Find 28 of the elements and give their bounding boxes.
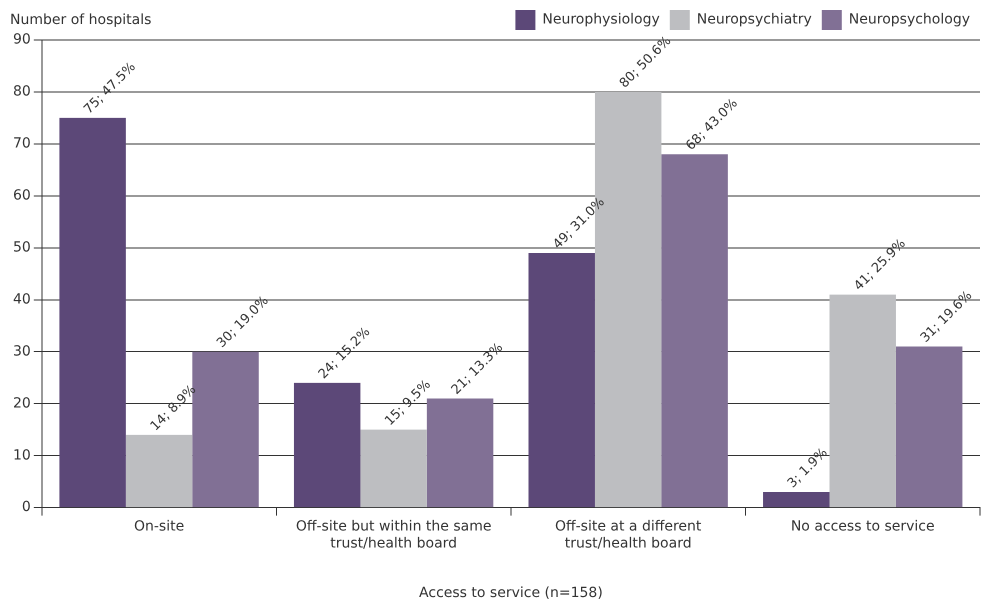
- y-tick-label: 80: [12, 84, 31, 100]
- bar: [126, 434, 192, 508]
- bar: [830, 294, 896, 508]
- legend-label: Neuropsychology: [848, 12, 970, 28]
- bar: [763, 492, 830, 508]
- bar: [896, 346, 962, 508]
- x-axis-title: Access to service (n=158): [419, 585, 603, 602]
- bar: [294, 382, 360, 508]
- y-tick-label: 20: [12, 395, 31, 412]
- x-tick-label: Off-site at a different trust/health board: [554, 518, 702, 552]
- x-tick-label: Off-site but within the same trust/health board: [296, 518, 492, 552]
- y-tick-label: 50: [12, 239, 31, 256]
- bar: [59, 118, 126, 508]
- y-tick-label: 70: [12, 136, 31, 152]
- y-tick-label: 30: [12, 343, 31, 360]
- x-tick-label: No access to service: [790, 518, 935, 535]
- bar: [528, 253, 595, 508]
- y-axis-title: Number of hospitals: [10, 12, 152, 28]
- y-tick-label: 0: [22, 499, 31, 516]
- bar: [360, 430, 427, 508]
- bar: [661, 154, 728, 508]
- y-tick-label: 10: [12, 447, 31, 464]
- y-tick-label: 90: [12, 32, 31, 48]
- x-tick-label: On-site: [134, 518, 184, 535]
- legend-label: Neurophysiology: [542, 12, 660, 28]
- y-tick-label: 40: [12, 291, 31, 308]
- legend-label: Neuropsychiatry: [696, 12, 812, 28]
- y-tick-label: 60: [12, 188, 31, 204]
